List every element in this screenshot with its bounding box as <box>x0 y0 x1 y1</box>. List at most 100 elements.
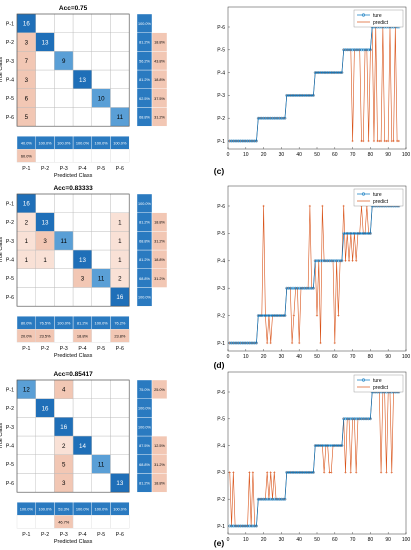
col-summary-error <box>72 515 92 529</box>
matrix-ytick-label: P-2 <box>6 40 14 46</box>
true-point <box>265 116 269 120</box>
predict-point <box>379 139 383 143</box>
col-summary-correct-text: 100.0% <box>95 320 109 325</box>
true-point <box>267 116 271 120</box>
matrix-xtick-label: P-5 <box>97 166 105 172</box>
matrix-cell-value: 1 <box>25 257 29 264</box>
x-tick-label: 50 <box>314 537 320 543</box>
matrix-cell <box>35 435 55 456</box>
predict-point <box>362 139 365 143</box>
true-point <box>358 48 362 52</box>
y-tick-label: P-4 <box>217 259 225 265</box>
row-summary-correct-text: 75.0% <box>139 388 150 392</box>
true-point <box>283 497 287 501</box>
true-point <box>322 259 326 263</box>
predict-point <box>351 259 354 262</box>
row-summary-error-text: 31.2% <box>154 239 165 243</box>
confusion-matrix-1: Acc=0.75 16 3 13 7 9 3 13 6 10 5 11 P-1 P-2 P-3 P-4 P-5 P… <box>0 5 168 179</box>
true-point <box>365 417 369 421</box>
panel-label: (c) <box>214 166 225 176</box>
true-point <box>342 231 346 235</box>
true-point <box>349 48 353 52</box>
x-tick-label: 100 <box>402 537 411 543</box>
true-point <box>294 470 298 474</box>
true-point <box>272 497 276 501</box>
true-point <box>317 444 321 447</box>
y-tick-label: P-5 <box>217 48 225 54</box>
matrix-cell-value: 13 <box>42 219 49 226</box>
true-point <box>342 417 346 421</box>
matrix-cell <box>91 231 111 251</box>
matrix-cell <box>54 287 74 307</box>
true-point <box>274 497 278 501</box>
matrix-cell <box>72 212 92 232</box>
x-tick-label: 80 <box>368 152 374 158</box>
col-summary-error <box>16 515 36 529</box>
true-point <box>312 286 315 290</box>
row-summary-error-text: 31.2% <box>154 115 165 119</box>
col-summary-correct-text: 100.0% <box>76 506 90 511</box>
true-point <box>299 286 303 290</box>
true-point <box>274 116 278 120</box>
true-point <box>363 231 367 235</box>
true-point <box>368 48 372 52</box>
matrix-cell-value: 10 <box>98 95 105 102</box>
row-summary-error <box>151 473 168 493</box>
matrix-cell <box>91 287 111 307</box>
true-point <box>336 71 340 75</box>
col-summary-correct-text: 100.0% <box>95 140 109 145</box>
true-point <box>304 94 308 97</box>
row-summary-correct-text: 81.2% <box>139 41 150 45</box>
matrix-ytick-label: P-3 <box>6 239 14 245</box>
row-summary-error <box>151 379 168 399</box>
panel-label: (e) <box>214 538 225 548</box>
col-summary-correct-text: 100.0% <box>76 140 90 145</box>
matrix-cell <box>72 193 92 213</box>
true-point <box>256 314 260 317</box>
matrix-cell <box>72 107 92 127</box>
true-point <box>242 341 246 345</box>
matrix-cell <box>54 107 74 127</box>
matrix-cell-value: 1 <box>118 257 122 264</box>
matrix-xlabel: Predicted Class <box>54 173 93 179</box>
matrix-ytick-label: P-5 <box>6 96 14 102</box>
predict-point <box>390 471 393 474</box>
matrix-cell <box>54 88 74 108</box>
predict-point <box>319 341 322 345</box>
x-tick-label: 0 <box>227 537 230 543</box>
col-summary-error <box>91 515 111 529</box>
true-point <box>256 116 260 120</box>
matrix-cell <box>16 268 36 288</box>
matrix-border <box>16 193 130 307</box>
matrix-cell <box>110 13 130 33</box>
true-point <box>244 341 248 345</box>
true-point <box>349 231 353 235</box>
true-point <box>251 341 255 345</box>
true-point <box>363 417 367 421</box>
true-point <box>246 139 249 143</box>
true-point <box>297 470 301 474</box>
true-point <box>340 71 344 75</box>
true-point <box>326 259 330 263</box>
row-summary-error-text: 18.8% <box>154 221 165 225</box>
true-point <box>308 94 312 97</box>
true-point <box>281 497 285 501</box>
predict-point <box>323 471 326 474</box>
x-tick-label: 70 <box>350 354 356 360</box>
matrix-cell <box>54 13 74 33</box>
true-point <box>301 286 305 290</box>
true-point <box>228 139 232 143</box>
true-point <box>283 314 287 317</box>
row-summary-correct-text: 62.5% <box>139 97 150 101</box>
true-point <box>242 139 246 143</box>
col-summary-correct-text: 76.5% <box>40 320 52 325</box>
row-summary-correct-text: 68.8% <box>139 239 150 243</box>
true-point <box>290 470 294 474</box>
true-point <box>363 48 367 52</box>
matrix-cell-value: 4 <box>62 387 66 394</box>
col-summary-correct-text: 81.2% <box>77 320 89 325</box>
true-point <box>310 94 314 97</box>
matrix-cell-value: 3 <box>25 39 29 46</box>
matrix-cell <box>72 13 92 33</box>
